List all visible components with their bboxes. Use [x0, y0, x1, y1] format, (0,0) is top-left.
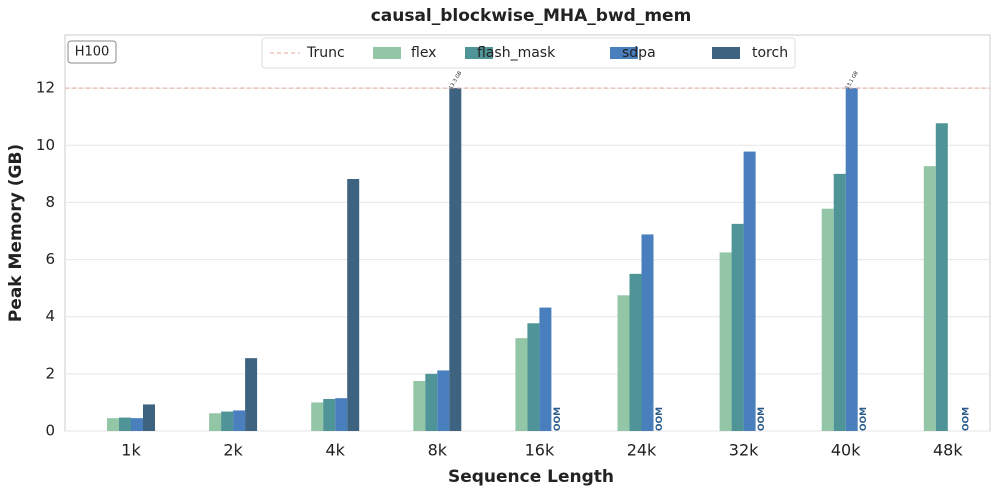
legend-box: [261, 37, 796, 69]
y-tick-label: 2: [45, 364, 55, 382]
bar: [413, 381, 426, 431]
legend-label: torch: [752, 45, 788, 61]
annotation-box: [67, 40, 117, 64]
legend-label: sdpa: [622, 45, 656, 61]
bar: [641, 234, 654, 431]
bar: [731, 223, 744, 431]
x-tick-label: 4k: [325, 441, 345, 460]
oom-label: OOM: [553, 407, 563, 431]
bar: [833, 173, 846, 431]
x-tick-label: 8k: [428, 441, 448, 460]
legend-swatch: [373, 47, 401, 59]
x-tick-label: 40k: [831, 441, 861, 460]
oom-label: OOM: [859, 407, 869, 431]
bar: [335, 398, 348, 431]
legend-swatch: [465, 47, 493, 59]
bar: [845, 88, 858, 431]
x-tick-label: 16k: [525, 441, 555, 460]
oom-label: OOM: [757, 407, 767, 431]
bar: [539, 307, 552, 431]
bar: [437, 370, 450, 431]
x-axis-label: Sequence Length: [448, 467, 614, 487]
bar: [221, 411, 234, 431]
legend-swatch: [610, 47, 638, 59]
bar: [233, 410, 246, 431]
bar: [245, 358, 258, 431]
bar: [527, 323, 540, 431]
bar: [107, 418, 119, 431]
x-tick-label: 24k: [627, 441, 657, 460]
bar: [617, 295, 630, 431]
bar: [743, 151, 756, 432]
x-tick-label: 1k: [121, 441, 141, 460]
y-axis-label: Peak Memory (GB): [6, 144, 26, 322]
bars: [107, 88, 948, 432]
y-tick-label: 12: [36, 79, 55, 97]
legend-label: Trunc: [306, 45, 345, 61]
bar: [935, 123, 948, 432]
oom-label: OOM: [961, 407, 971, 431]
y-tick-label: 10: [36, 136, 55, 154]
bar: [719, 252, 732, 431]
x-tick-label: 2k: [223, 441, 243, 460]
bar: [821, 208, 834, 431]
bar: [311, 402, 324, 431]
y-tick-label: 4: [45, 307, 55, 325]
legend-label: flash_mask: [477, 45, 556, 61]
bar: [209, 413, 222, 431]
chart-title: causal_blockwise_MHA_bwd_mem: [371, 6, 692, 26]
annotation: H100: [75, 45, 110, 60]
y-tick-label: 6: [45, 250, 55, 268]
bar: [515, 338, 528, 431]
bar: [425, 373, 438, 431]
value-label: 13.3 GB: [448, 70, 463, 91]
oom-label: OOM: [655, 407, 665, 431]
bar: [923, 166, 936, 431]
y-tick-label: 8: [45, 193, 55, 211]
legend-swatch: [712, 47, 740, 59]
value-label: 13.1 GB: [845, 70, 860, 91]
bar: [131, 418, 143, 431]
bar: [119, 417, 131, 431]
bar: [143, 404, 155, 431]
x-tick-label: 48k: [933, 441, 963, 460]
y-tick-label: 0: [45, 422, 55, 440]
bar: [449, 88, 462, 431]
bar: [323, 399, 336, 431]
x-tick-label: 32k: [729, 441, 759, 460]
bar: [629, 273, 642, 431]
bar: [347, 179, 360, 431]
legend-label: flex: [411, 45, 436, 61]
